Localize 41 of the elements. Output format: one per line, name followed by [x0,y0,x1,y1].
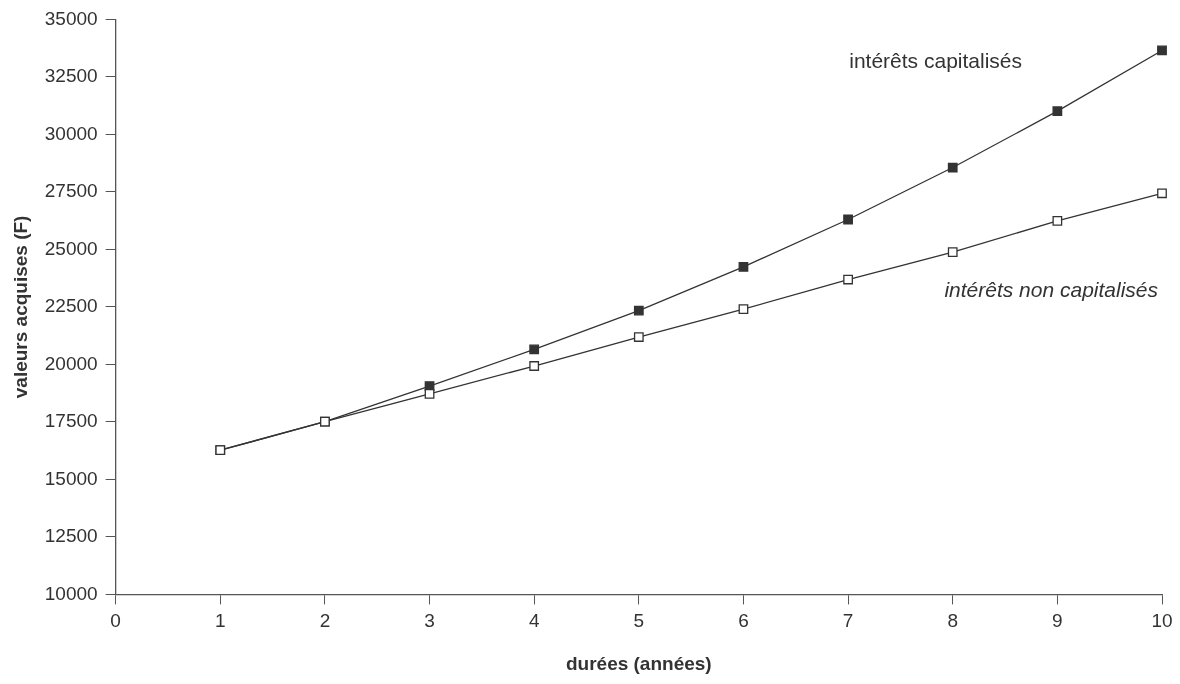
y-tick-label: 17500 [44,410,98,432]
x-tick-label: 5 [633,610,645,632]
point [1157,45,1167,56]
point [1157,188,1167,199]
x-tick-label: 1 [214,610,226,632]
y-tick-label: 25000 [44,237,98,259]
y-tick-label: 32500 [44,65,98,87]
y-axis-title: valeurs acquises (F) [9,215,31,399]
y-tick-label: 10000 [44,582,98,604]
x-axis-title: durées (années) [565,652,712,674]
y-tick-label: 15000 [44,467,98,489]
y-tick-label: 27500 [44,180,98,202]
series-label: intérêts non capitalisés [944,278,1159,302]
point [843,214,853,225]
x-tick-label: 2 [319,610,331,632]
point [947,162,958,173]
point [1052,215,1063,226]
x-tick-label: 4 [528,610,540,632]
y-tick-label: 12500 [44,525,98,547]
point [529,361,540,371]
point [424,388,435,399]
x-tick-label: 6 [738,610,749,632]
point [843,274,853,285]
y-tick-label: 30000 [44,122,98,144]
point [633,332,644,342]
x-tick-label: 8 [947,610,959,632]
x-tick-label: 7 [842,610,854,632]
point [738,304,749,315]
point [1052,106,1063,117]
y-tick-label: 22500 [44,295,98,317]
point [738,261,749,272]
y-tick-label: 35000 [44,7,98,29]
point [529,344,540,355]
x-tick-label: 3 [424,610,435,632]
y-tick-label: 20000 [44,352,98,374]
x-tick-label: 0 [110,610,121,632]
x-tick-label: 9 [1052,610,1063,632]
text: intérêts capitalisés [849,49,1022,73]
point [947,247,958,258]
point [633,305,644,316]
x-tick-label: 10 [1151,610,1173,632]
